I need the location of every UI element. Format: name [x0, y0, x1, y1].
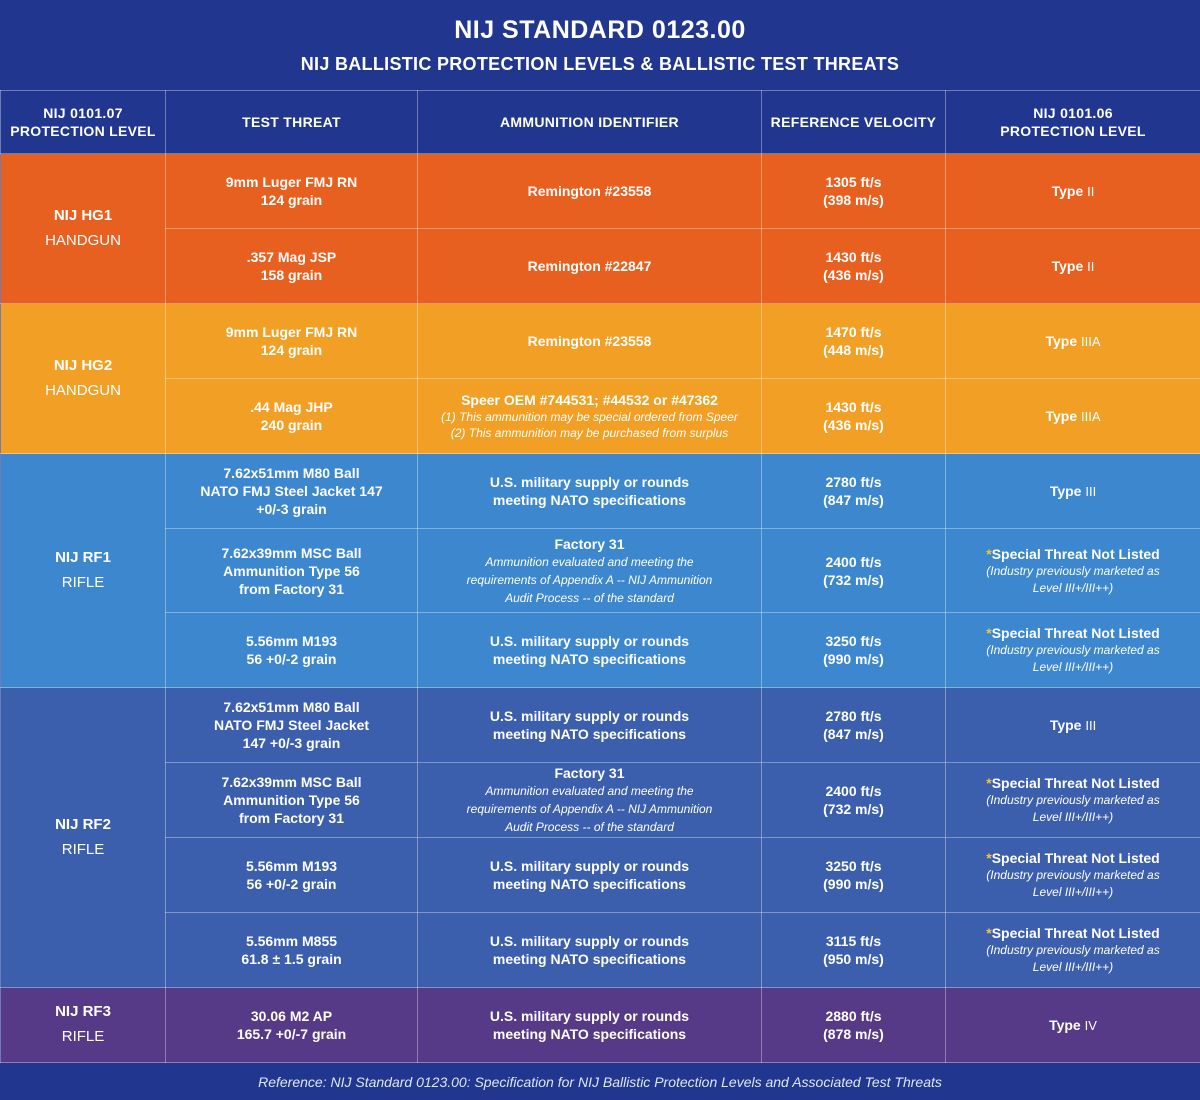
- threat-cell: 7.62x51mm M80 Ball NATO FMJ Steel Jacket…: [165, 453, 418, 529]
- table-row: 7.62x39mm MSC Ball Ammunition Type 56 fr…: [1, 528, 1200, 613]
- threat-cell: 5.56mm M193 56 +0/-2 grain: [165, 612, 418, 688]
- type-cell: Type III: [945, 687, 1200, 763]
- ammo-cell: Remington #22847: [417, 228, 762, 304]
- page-title: NIJ STANDARD 0123.00: [454, 16, 746, 44]
- ammo-cell: U.S. military supply or rounds meeting N…: [417, 687, 762, 763]
- threat-cell: 9mm Luger FMJ RN 124 grain: [165, 153, 418, 229]
- type-cell: Type IV: [945, 987, 1200, 1063]
- page-subtitle: NIJ BALLISTIC PROTECTION LEVELS & BALLIS…: [300, 54, 900, 74]
- table-row: NIJ RF1 RIFLE 7.62x51mm M80 Ball NATO FM…: [0, 453, 1200, 688]
- asterisk-mark: *: [986, 625, 992, 641]
- level-rf1: NIJ RF1 RIFLE: [0, 453, 166, 688]
- ammo-cell: Factory 31 Ammunition evaluated and meet…: [417, 762, 762, 838]
- table-row: NIJ HG2 HANDGUN 9mm Luger FMJ RN 124 gra…: [0, 303, 1200, 454]
- table-row: 7.62x39mm MSC Ball Ammunition Type 56 fr…: [1, 762, 1200, 838]
- asterisk-mark: *: [986, 850, 992, 866]
- ammo-cell: U.S. military supply or rounds meeting N…: [417, 987, 762, 1063]
- ammo-cell: U.S. military supply or rounds meeting N…: [417, 612, 762, 688]
- table-row: NIJ RF3 RIFLE 30.06 M2 AP 165.7 +0/-7 gr…: [0, 987, 1200, 1063]
- protection-levels-table: NIJ 0101.07 PROTECTION LEVEL TEST THREAT…: [0, 90, 1200, 1063]
- table-row: 5.56mm M855 61.8 ± 1.5 grain U.S. milita…: [1, 912, 1200, 988]
- ammo-cell: U.S. military supply or rounds meeting N…: [417, 912, 762, 988]
- threat-cell: 9mm Luger FMJ RN 124 grain: [165, 303, 418, 379]
- special-threat-cell: *Special Threat Not Listed (Industry pre…: [945, 612, 1200, 688]
- threat-cell: 7.62x39mm MSC Ball Ammunition Type 56 fr…: [165, 528, 418, 613]
- velocity-cell: 1305 ft/s (398 m/s): [761, 153, 946, 229]
- type-cell: Type IIIA: [945, 303, 1200, 379]
- table-row: .44 Mag JHP 240 grain Speer OEM #744531;…: [1, 378, 1200, 454]
- type-cell: Type IIIA: [945, 378, 1200, 454]
- title-banner: NIJ STANDARD 0123.00 NIJ BALLISTIC PROTE…: [0, 0, 1200, 90]
- special-threat-cell: *Special Threat Not Listed (Industry pre…: [945, 837, 1200, 913]
- asterisk-mark: *: [986, 545, 992, 562]
- table-row: NIJ RF2 RIFLE 7.62x51mm M80 Ball NATO FM…: [0, 687, 1200, 988]
- threat-cell: 7.62x39mm MSC Ball Ammunition Type 56 fr…: [165, 762, 418, 838]
- velocity-cell: 3250 ft/s (990 m/s): [761, 837, 946, 913]
- velocity-cell: 3115 ft/s (950 m/s): [761, 912, 946, 988]
- level-hg2: NIJ HG2 HANDGUN: [0, 303, 166, 454]
- threat-cell: .44 Mag JHP 240 grain: [165, 378, 418, 454]
- header-protection-level-0101-06: NIJ 0101.06 PROTECTION LEVEL: [945, 90, 1200, 154]
- velocity-cell: 3250 ft/s (990 m/s): [761, 612, 946, 688]
- table-row: 5.56mm M193 56 +0/-2 grain U.S. military…: [1, 612, 1200, 688]
- ammo-cell: U.S. military supply or rounds meeting N…: [417, 453, 762, 529]
- threat-cell: 5.56mm M193 56 +0/-2 grain: [165, 837, 418, 913]
- velocity-cell: 2780 ft/s (847 m/s): [761, 687, 946, 763]
- ammo-cell: Speer OEM #744531; #44532 or #47362 (1) …: [417, 378, 762, 454]
- header-reference-velocity: REFERENCE VELOCITY: [761, 90, 946, 154]
- velocity-cell: 2400 ft/s (732 m/s): [761, 762, 946, 838]
- velocity-cell: 2400 ft/s (732 m/s): [761, 528, 946, 613]
- level-rf3: NIJ RF3 RIFLE: [0, 987, 166, 1063]
- type-cell: Type II: [945, 228, 1200, 304]
- level-rf2: NIJ RF2 RIFLE: [0, 687, 166, 988]
- velocity-cell: 1430 ft/s (436 m/s): [761, 228, 946, 304]
- asterisk-mark: *: [986, 775, 992, 791]
- ammo-cell: Remington #23558: [417, 153, 762, 229]
- table-row: .357 Mag JSP 158 grain Remington #22847 …: [1, 228, 1200, 304]
- ammo-cell: Factory 31 Ammunition evaluated and meet…: [417, 528, 762, 613]
- type-cell: Type III: [945, 453, 1200, 529]
- threat-cell: 30.06 M2 AP 165.7 +0/-7 grain: [165, 987, 418, 1063]
- velocity-cell: 1430 ft/s (436 m/s): [761, 378, 946, 454]
- velocity-cell: 2880 ft/s (878 m/s): [761, 987, 946, 1063]
- ammo-cell: U.S. military supply or rounds meeting N…: [417, 837, 762, 913]
- special-threat-cell: *Special Threat Not Listed (Industry pre…: [945, 912, 1200, 988]
- header-ammunition-identifier: AMMUNITION IDENTIFIER: [417, 90, 762, 154]
- threat-cell: 7.62x51mm M80 Ball NATO FMJ Steel Jacket…: [165, 687, 418, 763]
- header-protection-level-0101-07: NIJ 0101.07 PROTECTION LEVEL: [0, 90, 166, 154]
- special-threat-cell: *Special Threat Not Listed (Industry pre…: [945, 762, 1200, 838]
- type-cell: Type II: [945, 153, 1200, 229]
- velocity-cell: 1470 ft/s (448 m/s): [761, 303, 946, 379]
- table-row: 5.56mm M193 56 +0/-2 grain U.S. military…: [1, 837, 1200, 913]
- threat-cell: .357 Mag JSP 158 grain: [165, 228, 418, 304]
- threat-cell: 5.56mm M855 61.8 ± 1.5 grain: [165, 912, 418, 988]
- table-row: NIJ HG1 HANDGUN 9mm Luger FMJ RN 124 gra…: [0, 153, 1200, 304]
- level-hg1: NIJ HG1 HANDGUN: [0, 153, 166, 304]
- velocity-cell: 2780 ft/s (847 m/s): [761, 453, 946, 529]
- header-test-threat: TEST THREAT: [165, 90, 418, 154]
- special-threat-cell: *Special Threat Not Listed (Industry pre…: [945, 528, 1200, 613]
- ammo-cell: Remington #23558: [417, 303, 762, 379]
- table-header-row: NIJ 0101.07 PROTECTION LEVEL TEST THREAT…: [0, 90, 1200, 154]
- asterisk-mark: *: [986, 925, 992, 941]
- reference-footer: Reference: NIJ Standard 0123.00: Specifi…: [0, 1064, 1200, 1100]
